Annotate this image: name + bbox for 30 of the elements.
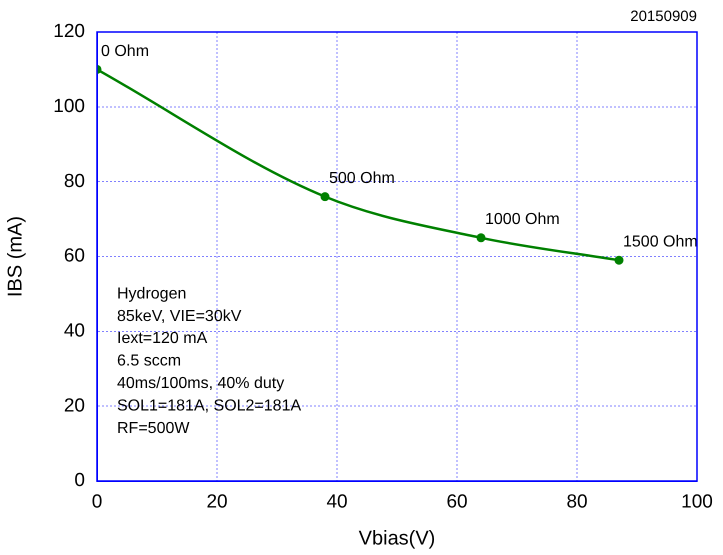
chart-title: 20150909: [630, 8, 697, 26]
x-tick-label: 60: [446, 492, 468, 513]
x-tick-label: 100: [681, 492, 713, 513]
annotation: SOL1=181A, SOL2=181A: [117, 397, 302, 414]
y-tick-label: 20: [64, 395, 85, 416]
annotation: Iext=120 mA: [117, 330, 208, 348]
annotation: 0 Ohm: [101, 42, 150, 60]
y-tick-label: 80: [64, 170, 85, 192]
annotation: Hydrogen: [117, 285, 186, 302]
annotation: 40ms/100ms, 40% duty: [117, 375, 284, 392]
point: [320, 192, 330, 202]
annotation: 85keV, VIE=30kV: [117, 308, 242, 325]
y-tick-label: 120: [53, 21, 85, 42]
x-tick-label: 40: [326, 492, 348, 513]
annotation: 1000 Ohm: [485, 211, 560, 228]
point: [614, 256, 624, 265]
annotation: 1500 Ohm: [623, 234, 698, 251]
x-tick-label: 80: [566, 492, 588, 513]
x-axis-title: Vbias(V): [358, 528, 436, 550]
point: [476, 233, 486, 242]
x-tick-label: 0: [92, 492, 102, 513]
y-tick-label: 100: [53, 96, 85, 118]
y-tick-label: 40: [64, 320, 85, 342]
x-tick-label: 20: [206, 492, 228, 513]
annotation: RF=500W: [117, 420, 190, 437]
y-tick-label: 0: [74, 470, 85, 492]
annotation: 500 Ohm: [329, 170, 395, 188]
y-axis-title: IBS (mA): [4, 216, 27, 298]
annotation: 6.5 sccm: [117, 352, 182, 370]
y-tick-label: 60: [64, 246, 85, 267]
